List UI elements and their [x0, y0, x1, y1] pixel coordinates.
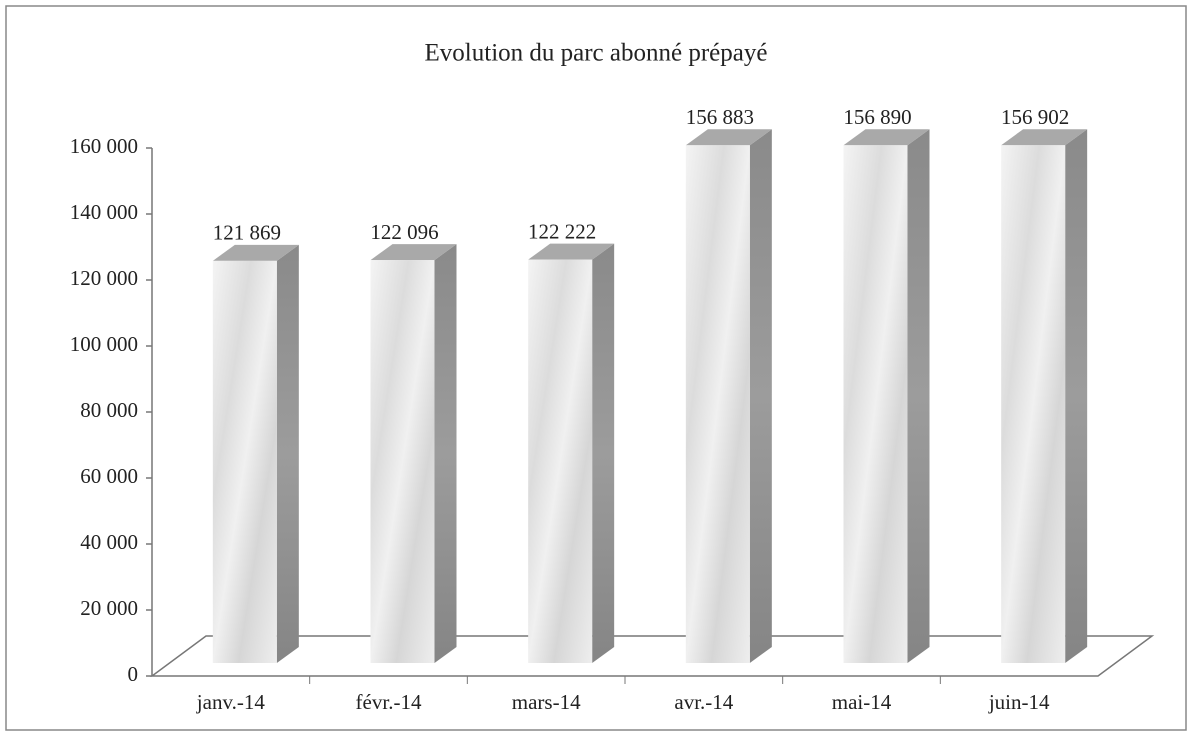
- x-tick-label: mars-14: [512, 690, 581, 714]
- y-tick-label: 120 000: [70, 266, 138, 290]
- x-tick-label: janv.-14: [196, 690, 266, 714]
- x-tick-label: juin-14: [988, 690, 1050, 714]
- data-label: 122 222: [528, 219, 596, 243]
- bar-side: [276, 244, 299, 663]
- bar-top: [528, 243, 615, 260]
- y-tick-label: 140 000: [70, 200, 138, 224]
- x-tick-label: avr.-14: [674, 690, 733, 714]
- y-tick-label: 40 000: [80, 530, 138, 554]
- y-tick-label: 60 000: [80, 464, 138, 488]
- bar-side: [907, 129, 930, 663]
- y-tick-label: 0: [128, 662, 139, 686]
- bar: [528, 259, 593, 663]
- data-label: 156 890: [843, 105, 911, 129]
- chart-title: Evolution du parc abonné prépayé: [425, 40, 768, 67]
- bar: [685, 145, 750, 663]
- bar-side: [592, 243, 615, 663]
- y-tick-label: 100 000: [70, 332, 138, 356]
- y-tick-label: 20 000: [80, 596, 138, 620]
- y-tick-label: 160 000: [70, 134, 138, 158]
- bar-side: [434, 244, 457, 664]
- bar-top: [370, 244, 457, 261]
- data-label: 121 869: [213, 221, 281, 245]
- data-label: 122 096: [370, 220, 438, 244]
- bar-top: [1001, 129, 1088, 146]
- bar-side: [749, 129, 772, 663]
- bar: [1001, 145, 1066, 664]
- bar: [212, 260, 277, 663]
- data-label: 156 902: [1001, 105, 1069, 129]
- y-tick-label: 80 000: [80, 398, 138, 422]
- bar-top: [843, 129, 930, 146]
- bar-top: [212, 244, 299, 261]
- bar: [370, 260, 435, 663]
- data-label: 156 883: [686, 105, 754, 129]
- bar: [843, 145, 908, 663]
- x-tick-label: mai-14: [832, 690, 892, 714]
- x-tick-label: févr.-14: [356, 690, 422, 714]
- bar-side: [1065, 129, 1088, 664]
- bar-top: [685, 129, 772, 146]
